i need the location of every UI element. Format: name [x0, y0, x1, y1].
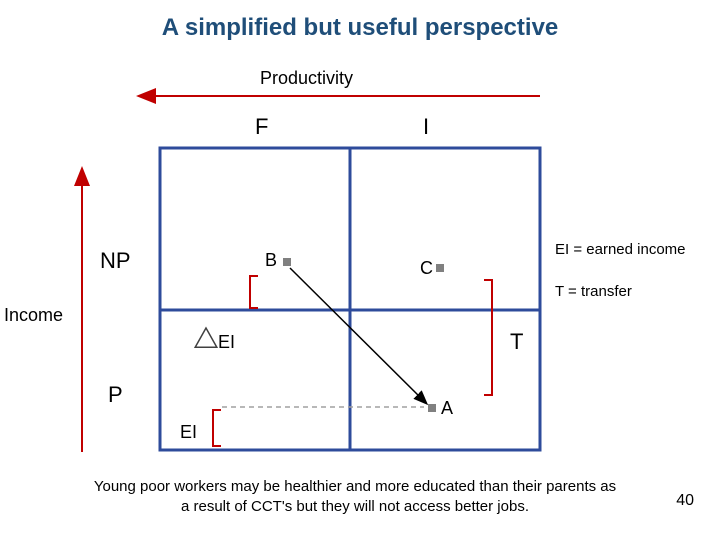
income-axis-label: Income [4, 305, 63, 326]
EI-upper-label: EI [218, 332, 235, 353]
productivity-axis-label: Productivity [260, 68, 353, 89]
EI-lower-label: EI [180, 422, 197, 443]
caption-text: Young poor workers may be healthier and … [90, 477, 620, 516]
A-label: A [441, 398, 453, 419]
legend-T: T = transfer [555, 283, 632, 300]
F-label: F [255, 114, 268, 140]
B-label: B [265, 250, 277, 271]
P-label: P [108, 382, 123, 408]
page-number: 40 [676, 492, 694, 510]
I-label: I [423, 114, 429, 140]
T-label: T [510, 329, 523, 355]
legend-EI: EI = earned income [555, 241, 686, 258]
diagram-title: A simplified but useful perspective [0, 14, 720, 42]
C-label: C [420, 258, 433, 279]
NP-label: NP [100, 248, 131, 274]
